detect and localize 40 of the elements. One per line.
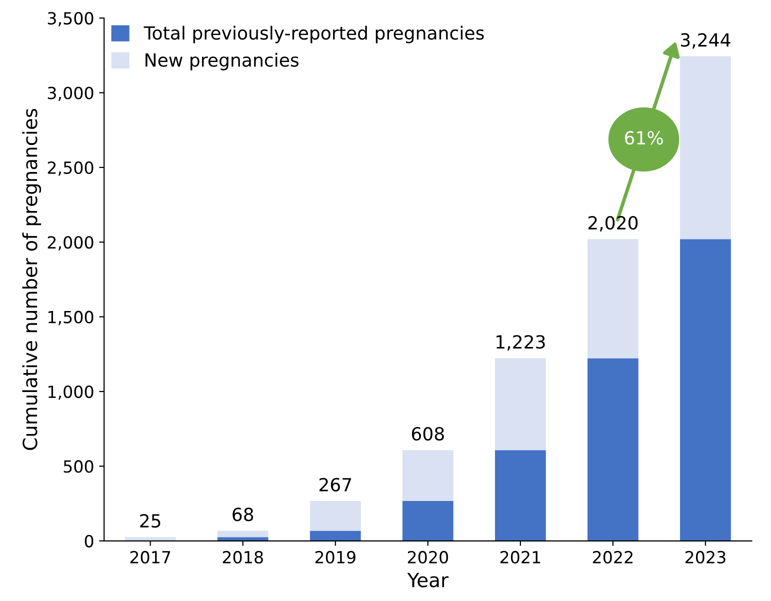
x-tick-label: 2017 bbox=[130, 550, 170, 564]
bar bbox=[310, 530, 361, 541]
legend-label: New pregnancies bbox=[146, 52, 299, 70]
total-label: 68 bbox=[232, 508, 254, 522]
total-label: 3,244 bbox=[680, 33, 730, 49]
bar bbox=[494, 358, 546, 450]
legend-label: Total previously-reported pregnancies bbox=[144, 26, 484, 44]
bar bbox=[588, 239, 638, 358]
x-tick-label: 2021 bbox=[500, 550, 540, 564]
x-tick-label: 2023 bbox=[685, 550, 726, 564]
x-tick-label: 2019 bbox=[315, 550, 356, 564]
bar bbox=[494, 450, 546, 541]
bar bbox=[310, 501, 361, 531]
bar bbox=[680, 56, 731, 240]
x-tick-label: 2020 bbox=[408, 550, 448, 564]
y-tick-label: 1,000 bbox=[48, 385, 94, 400]
y-axis-title: Cumulative number of pregnancies bbox=[22, 108, 42, 450]
y-tick-label: 2,000 bbox=[48, 236, 94, 250]
y-tick-label: 3,500 bbox=[48, 12, 94, 26]
total-label: 608 bbox=[412, 426, 444, 441]
bar bbox=[217, 537, 268, 541]
bar bbox=[124, 537, 176, 541]
bar bbox=[680, 239, 731, 541]
total-label: 2,020 bbox=[588, 216, 638, 232]
bar bbox=[217, 530, 268, 538]
total-label: 1,223 bbox=[496, 335, 545, 351]
y-tick-label: 1,500 bbox=[48, 310, 94, 326]
annotation: 61% bbox=[624, 131, 663, 145]
x-axis-title: Year bbox=[407, 572, 448, 588]
total-label: 25 bbox=[140, 514, 160, 528]
y-tick-label: 2,500 bbox=[48, 161, 94, 176]
x-tick-label: 2018 bbox=[222, 550, 263, 564]
y-tick-label: 0 bbox=[84, 534, 94, 548]
x-tick-label: 2022 bbox=[592, 550, 632, 564]
total-label: 267 bbox=[319, 478, 352, 492]
bar bbox=[402, 501, 454, 541]
bar bbox=[402, 450, 454, 502]
y-tick-label: 3,000 bbox=[48, 86, 94, 101]
bar bbox=[588, 358, 638, 541]
y-tick-label: 500 bbox=[64, 460, 94, 473]
